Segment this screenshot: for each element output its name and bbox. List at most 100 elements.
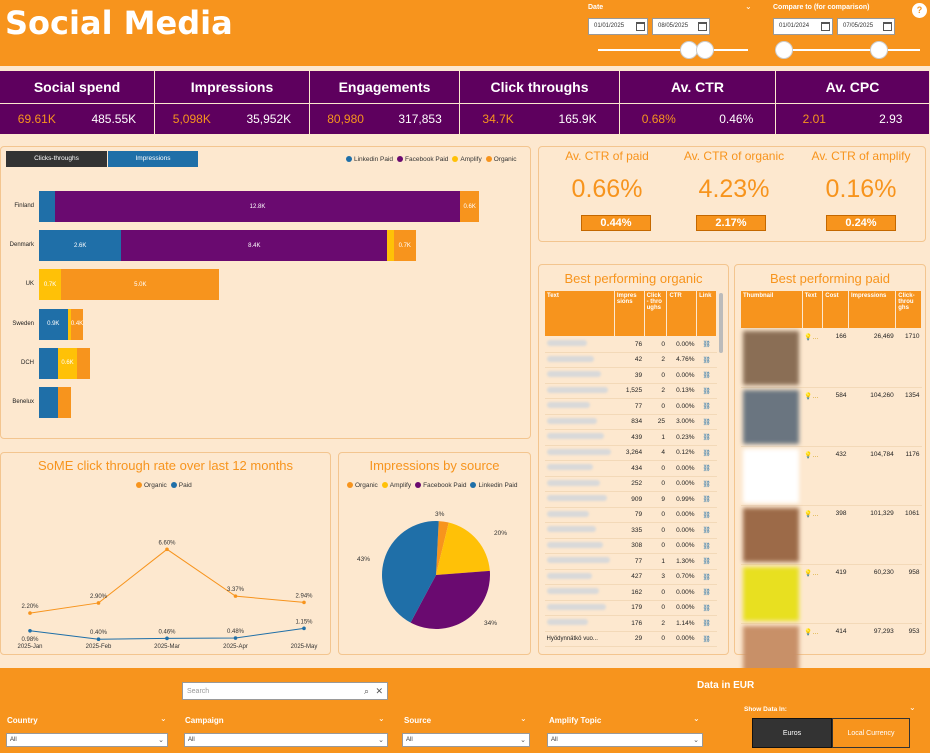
link-icon[interactable]: ⛓: [696, 584, 717, 601]
chevron-down-icon[interactable]: ⌄: [745, 2, 752, 11]
table-row[interactable]: 162 0 0.00% ⛓: [544, 584, 717, 601]
table-row[interactable]: 76 0 0.00% ⛓: [544, 336, 717, 353]
scrollbar[interactable]: [719, 293, 723, 353]
thumbnail-image[interactable]: [740, 564, 803, 624]
bar-segment[interactable]: [58, 387, 71, 418]
compare-slider-handle-start[interactable]: [775, 41, 793, 59]
close-icon[interactable]: ✕: [375, 686, 383, 696]
text-tooltip-icon[interactable]: 💡…: [802, 328, 823, 388]
table-row[interactable]: 834 25 3.00% ⛓: [544, 414, 717, 430]
link-icon[interactable]: ⛓: [696, 553, 717, 570]
link-icon[interactable]: ⛓: [696, 538, 717, 554]
bar-segment[interactable]: 0.7K: [393, 230, 416, 262]
euros-button[interactable]: Euros: [752, 718, 832, 748]
link-icon[interactable]: ⛓: [696, 615, 717, 632]
col-header-text[interactable]: Text: [544, 290, 615, 337]
col-header-cost[interactable]: Cost: [822, 290, 849, 329]
bar-segment[interactable]: 12.8K: [54, 191, 461, 222]
col-header-click-throughs[interactable]: Click- throu ghs: [895, 290, 922, 329]
chevron-down-icon[interactable]: ⌄: [378, 714, 385, 723]
table-row[interactable]: 176 2 1.14% ⛓: [544, 615, 717, 632]
bar-segment[interactable]: [67, 308, 71, 340]
link-icon[interactable]: ⛓: [696, 336, 717, 353]
date-to-input[interactable]: 08/05/2025: [652, 18, 710, 35]
line-point[interactable]: [302, 600, 306, 605]
calendar-icon[interactable]: [883, 22, 892, 31]
table-row[interactable]: 909 9 0.99% ⛓: [544, 491, 717, 508]
chevron-down-icon[interactable]: ⌄: [160, 714, 167, 723]
table-row[interactable]: 1,525 2 0.13% ⛓: [544, 383, 717, 399]
link-icon[interactable]: ⛓: [696, 414, 717, 430]
link-icon[interactable]: ⛓: [696, 429, 717, 446]
table-row[interactable]: 179 0 0.00% ⛓: [544, 600, 717, 616]
table-row[interactable]: 439 1 0.23% ⛓: [544, 429, 717, 446]
link-icon[interactable]: ⛓: [696, 631, 717, 647]
source-select[interactable]: All ⌄: [402, 733, 530, 747]
thumbnail-image[interactable]: [740, 505, 803, 565]
compare-slider-handle-end[interactable]: [870, 41, 888, 59]
pie-slice-amplify[interactable]: [436, 522, 490, 575]
chevron-down-icon[interactable]: ⌄: [520, 714, 527, 723]
table-row[interactable]: 77 0 0.00% ⛓: [544, 398, 717, 415]
bar-segment[interactable]: [39, 387, 58, 418]
local-currency-button[interactable]: Local Currency: [832, 718, 910, 748]
text-tooltip-icon[interactable]: 💡…: [802, 564, 823, 624]
bar-segment[interactable]: 0.4K: [70, 308, 84, 340]
help-icon[interactable]: ?: [912, 3, 927, 18]
link-icon[interactable]: ⛓: [696, 507, 717, 523]
tab-click-throughs[interactable]: Clicks-throughs: [6, 151, 107, 167]
table-row[interactable]: 335 0 0.00% ⛓: [544, 522, 717, 539]
pie-slice-linkedin-paid[interactable]: [382, 521, 439, 623]
search-input[interactable]: Search ⌕ ✕: [182, 682, 388, 700]
link-icon[interactable]: ⛓: [696, 491, 717, 508]
text-tooltip-icon[interactable]: 💡…: [802, 387, 823, 447]
table-row[interactable]: 427 3 0.70% ⛓: [544, 569, 717, 585]
search-icon[interactable]: ⌕: [363, 686, 369, 696]
bar-segment[interactable]: 0.7K: [39, 269, 62, 301]
bar-segment[interactable]: [39, 191, 55, 222]
chevron-down-icon[interactable]: ⌄: [693, 714, 700, 723]
bar-segment[interactable]: [77, 347, 90, 379]
line-point[interactable]: [233, 594, 238, 598]
bar-segment[interactable]: 0.6K: [460, 191, 480, 222]
calendar-icon[interactable]: [698, 22, 707, 31]
bar-segment[interactable]: 8.4K: [121, 230, 388, 262]
col-header-click-throughs[interactable]: Click - thro ughs: [643, 290, 668, 337]
col-header-impressions[interactable]: Impres sions: [613, 290, 645, 337]
bar-segment[interactable]: 5.0K: [61, 269, 220, 301]
line-point[interactable]: [233, 636, 238, 640]
pie-slice-facebook-paid[interactable]: [410, 570, 490, 629]
pie-slice-organic[interactable]: [436, 521, 449, 575]
table-row[interactable]: 308 0 0.00% ⛓: [544, 538, 717, 554]
line-point[interactable]: [28, 611, 32, 615]
link-icon[interactable]: ⛓: [696, 383, 717, 399]
line-point[interactable]: [28, 628, 32, 633]
col-header-impressions[interactable]: Impressions: [847, 290, 897, 329]
link-icon[interactable]: ⛓: [696, 398, 717, 415]
table-row[interactable]: 79 0 0.00% ⛓: [544, 507, 717, 523]
link-icon[interactable]: ⛓: [696, 367, 717, 384]
col-header-link[interactable]: Link: [696, 290, 717, 337]
table-row[interactable]: 💡… 398 101,329 1061: [740, 505, 922, 565]
compare-from-input[interactable]: 01/01/2024: [773, 18, 833, 35]
country-select[interactable]: All ⌄: [6, 733, 168, 747]
text-tooltip-icon[interactable]: 💡…: [802, 446, 823, 506]
table-row[interactable]: 252 0 0.00% ⛓: [544, 476, 717, 492]
bar-segment[interactable]: [39, 347, 58, 379]
compare-range-slider[interactable]: [775, 49, 920, 51]
table-row[interactable]: 77 1 1.30% ⛓: [544, 553, 717, 570]
amplify-topic-select[interactable]: All ⌄: [547, 733, 703, 747]
link-icon[interactable]: ⛓: [696, 445, 717, 461]
col-header-text[interactable]: Text: [801, 290, 824, 329]
thumbnail-image[interactable]: [740, 328, 803, 388]
line-point[interactable]: [302, 626, 306, 631]
table-row[interactable]: 💡… 166 26,469 1710: [740, 328, 922, 388]
line-point[interactable]: [165, 547, 169, 552]
col-header-thumbnail[interactable]: Thumbnail: [740, 290, 803, 329]
bar-segment[interactable]: 2.6K: [39, 230, 122, 262]
campaign-select[interactable]: All ⌄: [184, 733, 388, 747]
table-row[interactable]: 3,264 4 0.12% ⛓: [544, 445, 717, 461]
date-range-slider[interactable]: [598, 49, 748, 51]
calendar-icon[interactable]: [636, 22, 645, 31]
link-icon[interactable]: ⛓: [696, 522, 717, 539]
